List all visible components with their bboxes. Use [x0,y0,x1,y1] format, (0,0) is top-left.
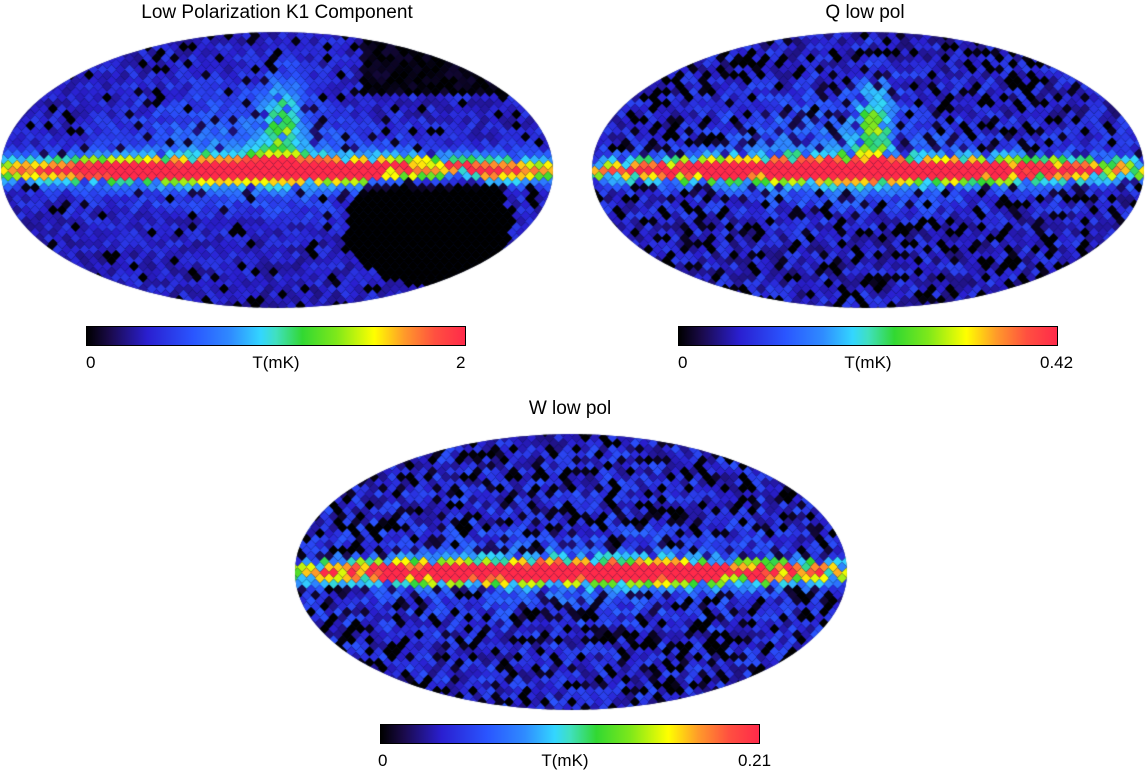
colorbar-label-q: T(mK) [844,353,892,372]
sky-map-k1 [0,30,555,310]
colorbar-min-k1: 0 [86,353,96,372]
colorbar-q [678,326,1058,346]
colorbar-max-w: 0.21 [738,751,772,770]
colorbar-min-w: 0 [378,751,388,770]
panel-title-q: Q low pol [825,2,905,23]
colorbar-min-q: 0 [678,353,688,372]
sky-map-q [590,30,1146,310]
colorbar-max-k1: 2 [456,353,466,372]
colorbar-label-w: T(mK) [541,751,589,770]
panel-title-w: W low pol [528,398,612,419]
colorbar-k1 [86,326,466,346]
colorbar-label-k1: T(mK) [252,353,300,372]
colorbar-w [380,724,760,744]
colorbar-max-q: 0.42 [1040,353,1074,372]
sky-map-w [293,432,849,712]
panel-title-k1: Low Polarization K1 Component [141,2,413,23]
